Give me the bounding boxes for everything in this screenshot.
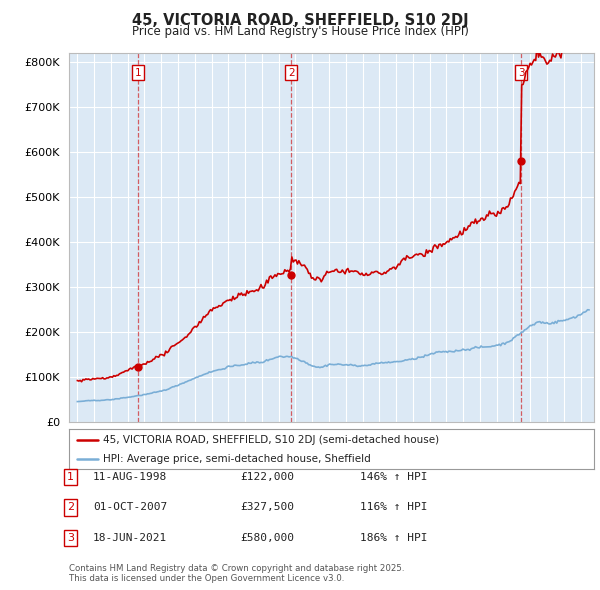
Text: 3: 3 (67, 533, 74, 543)
Text: £122,000: £122,000 (240, 472, 294, 481)
Text: 01-OCT-2007: 01-OCT-2007 (93, 503, 167, 512)
Text: HPI: Average price, semi-detached house, Sheffield: HPI: Average price, semi-detached house,… (103, 454, 371, 464)
Text: 2: 2 (288, 68, 295, 78)
Text: 11-AUG-1998: 11-AUG-1998 (93, 472, 167, 481)
Text: Contains HM Land Registry data © Crown copyright and database right 2025.
This d: Contains HM Land Registry data © Crown c… (69, 563, 404, 583)
Text: £327,500: £327,500 (240, 503, 294, 512)
Text: 3: 3 (518, 68, 524, 78)
Text: 45, VICTORIA ROAD, SHEFFIELD, S10 2DJ: 45, VICTORIA ROAD, SHEFFIELD, S10 2DJ (131, 13, 469, 28)
Text: Price paid vs. HM Land Registry's House Price Index (HPI): Price paid vs. HM Land Registry's House … (131, 25, 469, 38)
Text: 1: 1 (67, 472, 74, 481)
Text: 18-JUN-2021: 18-JUN-2021 (93, 533, 167, 543)
Text: 146% ↑ HPI: 146% ↑ HPI (360, 472, 427, 481)
Text: 1: 1 (135, 68, 142, 78)
Text: 116% ↑ HPI: 116% ↑ HPI (360, 503, 427, 512)
Text: 45, VICTORIA ROAD, SHEFFIELD, S10 2DJ (semi-detached house): 45, VICTORIA ROAD, SHEFFIELD, S10 2DJ (s… (103, 435, 439, 445)
Text: 2: 2 (67, 503, 74, 512)
Text: £580,000: £580,000 (240, 533, 294, 543)
Text: 186% ↑ HPI: 186% ↑ HPI (360, 533, 427, 543)
